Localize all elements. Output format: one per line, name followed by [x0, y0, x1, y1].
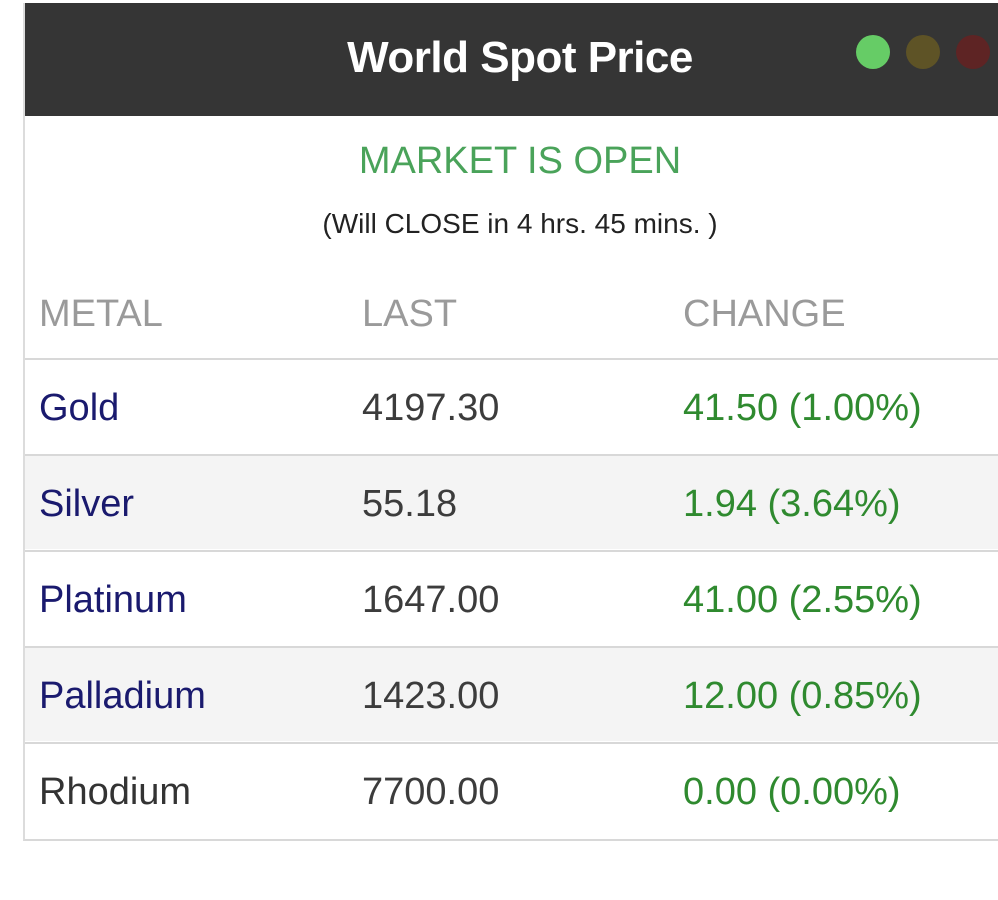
metal-name-rhodium: Rhodium — [39, 771, 192, 813]
table-row: Gold 4197.30 41.50 (1.00%) — [25, 358, 998, 453]
column-header-metal: METAL — [39, 293, 163, 335]
last-price: 1423.00 — [362, 675, 500, 717]
column-header-last: LAST — [362, 293, 458, 335]
spot-price-widget: World Spot Price MARKET IS OPEN (Will CL… — [23, 3, 998, 841]
market-status: MARKET IS OPEN — [358, 140, 682, 182]
status-dot-amber-icon — [906, 35, 940, 69]
table-row: Palladium 1423.00 12.00 (0.85%) — [25, 646, 998, 741]
table-row: Rhodium 7700.00 0.00 (0.00%) — [25, 742, 998, 837]
price-change: 12.00 (0.85%) — [683, 675, 922, 717]
last-price: 55.18 — [362, 483, 458, 525]
column-header-change: CHANGE — [683, 293, 846, 335]
last-price: 4197.30 — [362, 387, 500, 429]
table-row: Silver 55.18 1.94 (3.64%) — [25, 454, 998, 549]
market-countdown: (Will CLOSE in 4 hrs. 45 mins. ) — [322, 208, 718, 239]
metal-link-palladium[interactable]: Palladium — [39, 675, 206, 717]
last-price: 7700.00 — [362, 771, 500, 813]
metal-link-silver[interactable]: Silver — [39, 483, 135, 525]
status-dot-red-icon — [956, 35, 990, 69]
price-change: 41.50 (1.00%) — [683, 387, 922, 429]
metal-link-gold[interactable]: Gold — [39, 387, 120, 429]
price-change: 0.00 (0.00%) — [683, 771, 901, 813]
price-change: 1.94 (3.64%) — [683, 483, 901, 525]
widget-title: World Spot Price — [347, 33, 693, 82]
metal-link-platinum[interactable]: Platinum — [39, 579, 187, 621]
price-change: 41.00 (2.55%) — [683, 579, 922, 621]
last-price: 1647.00 — [362, 579, 500, 621]
table-row: Platinum 1647.00 41.00 (2.55%) — [25, 550, 998, 645]
status-dot-green-icon — [856, 35, 890, 69]
widget-header: World Spot Price — [25, 3, 998, 116]
